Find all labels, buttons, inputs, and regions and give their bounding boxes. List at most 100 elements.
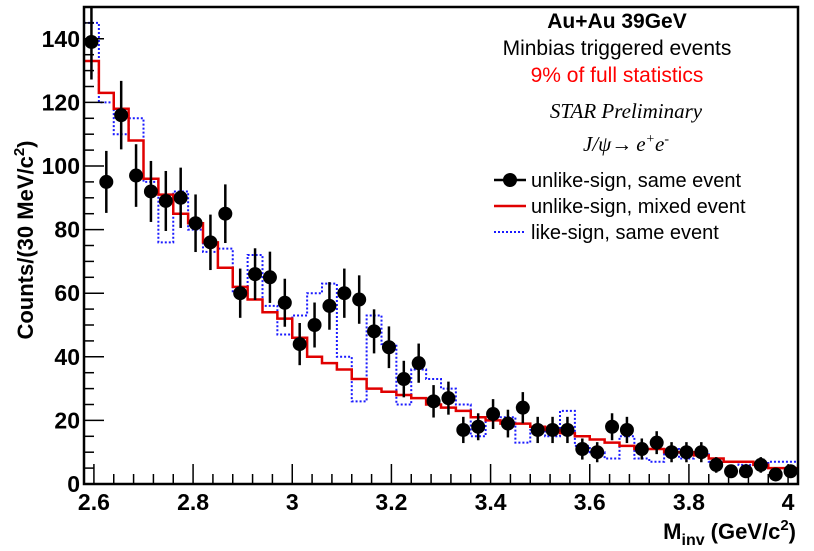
data-marker <box>560 422 575 437</box>
data-point <box>441 381 456 415</box>
data-point <box>322 282 337 330</box>
data-point <box>233 268 248 318</box>
data-point <box>426 385 441 418</box>
data-marker <box>664 445 679 460</box>
data-marker <box>515 400 530 415</box>
data-point <box>515 392 530 424</box>
data-point <box>709 457 724 473</box>
data-marker <box>292 337 307 352</box>
x-tick-label: 3.8 <box>673 489 705 515</box>
legend-entry-mixed: unlike-sign, mixed event <box>494 196 746 218</box>
data-point <box>262 251 277 303</box>
series-unlike-sign-same-event <box>84 7 798 482</box>
legend-label-unlike-same: unlike-sign, same event <box>531 170 742 192</box>
y-axis-title: Counts/(30 MeV/c2) <box>11 140 38 339</box>
annotation-trigger: Minbias triggered events <box>503 37 732 60</box>
y-tick-label: 80 <box>54 217 80 243</box>
data-point <box>218 184 233 244</box>
data-point <box>753 457 768 473</box>
data-point <box>337 268 352 318</box>
data-point <box>352 275 367 324</box>
data-point <box>203 214 218 271</box>
data-marker <box>143 184 158 199</box>
data-marker <box>679 445 694 460</box>
data-point <box>679 442 694 463</box>
data-marker <box>158 193 173 208</box>
data-point <box>694 442 709 463</box>
data-marker <box>709 457 724 472</box>
x-tick-label: 4 <box>782 489 795 515</box>
data-marker <box>337 286 352 301</box>
data-marker <box>396 372 411 387</box>
series-unlike-sign-mixed-event <box>84 59 798 470</box>
data-marker <box>367 324 382 339</box>
data-marker <box>486 407 501 422</box>
data-marker <box>352 292 367 307</box>
data-marker <box>634 442 649 457</box>
data-point <box>545 416 560 444</box>
data-marker <box>605 419 620 434</box>
series-like-sign-same-event <box>84 21 798 466</box>
data-point <box>724 464 739 479</box>
data-marker <box>99 174 114 189</box>
data-point <box>173 167 188 228</box>
data-point <box>605 413 620 441</box>
legend-label-like: like-sign, same event <box>531 222 719 244</box>
data-marker <box>381 340 396 355</box>
data-point <box>634 438 649 460</box>
data-point <box>248 248 263 300</box>
data-point <box>486 399 501 429</box>
data-marker <box>530 422 545 437</box>
y-tick-label: 40 <box>54 344 80 370</box>
data-marker <box>753 457 768 472</box>
data-point <box>649 431 664 455</box>
data-marker <box>738 464 753 479</box>
data-marker <box>188 216 203 231</box>
data-point <box>114 80 129 150</box>
data-marker <box>500 416 515 431</box>
annotation-collision: Au+Au 39GeV <box>547 10 686 33</box>
data-point <box>664 442 679 463</box>
data-point <box>575 438 590 460</box>
data-marker <box>411 356 426 371</box>
data-point <box>292 322 307 366</box>
data-point <box>99 150 114 213</box>
y-tick-label: 100 <box>42 153 80 179</box>
y-axis-ticks <box>84 6 104 485</box>
x-tick-label: 2.6 <box>78 489 110 515</box>
data-marker <box>619 422 634 437</box>
legend-label-mixed: unlike-sign, mixed event <box>531 196 746 218</box>
data-marker <box>441 391 456 406</box>
data-marker <box>471 419 486 434</box>
data-marker <box>456 422 471 437</box>
x-axis-title: Minv (GeV/c2) <box>663 517 796 549</box>
data-marker <box>277 295 292 310</box>
data-point <box>768 467 783 482</box>
data-point <box>560 416 575 444</box>
y-tick-label: 140 <box>42 26 80 52</box>
data-marker <box>129 168 144 183</box>
data-marker <box>768 467 783 482</box>
data-marker <box>426 394 441 409</box>
legend-marker-dot <box>503 173 517 187</box>
data-marker <box>783 464 798 479</box>
legend-entry-like: like-sign, same event <box>494 222 719 244</box>
data-marker <box>724 464 739 479</box>
data-point <box>471 413 486 441</box>
mixed-event-step-line <box>84 59 798 470</box>
data-marker <box>545 422 560 437</box>
x-tick-label: 3 <box>286 489 299 515</box>
data-point <box>188 194 203 253</box>
data-marker <box>173 190 188 205</box>
data-point <box>783 464 798 479</box>
data-marker <box>590 445 605 460</box>
data-point <box>396 360 411 398</box>
x-tick-label: 3.2 <box>375 489 407 515</box>
data-point <box>500 409 515 438</box>
data-point <box>143 160 158 222</box>
data-marker <box>248 267 263 282</box>
y-tick-label: 60 <box>54 280 80 306</box>
data-point <box>367 309 382 354</box>
